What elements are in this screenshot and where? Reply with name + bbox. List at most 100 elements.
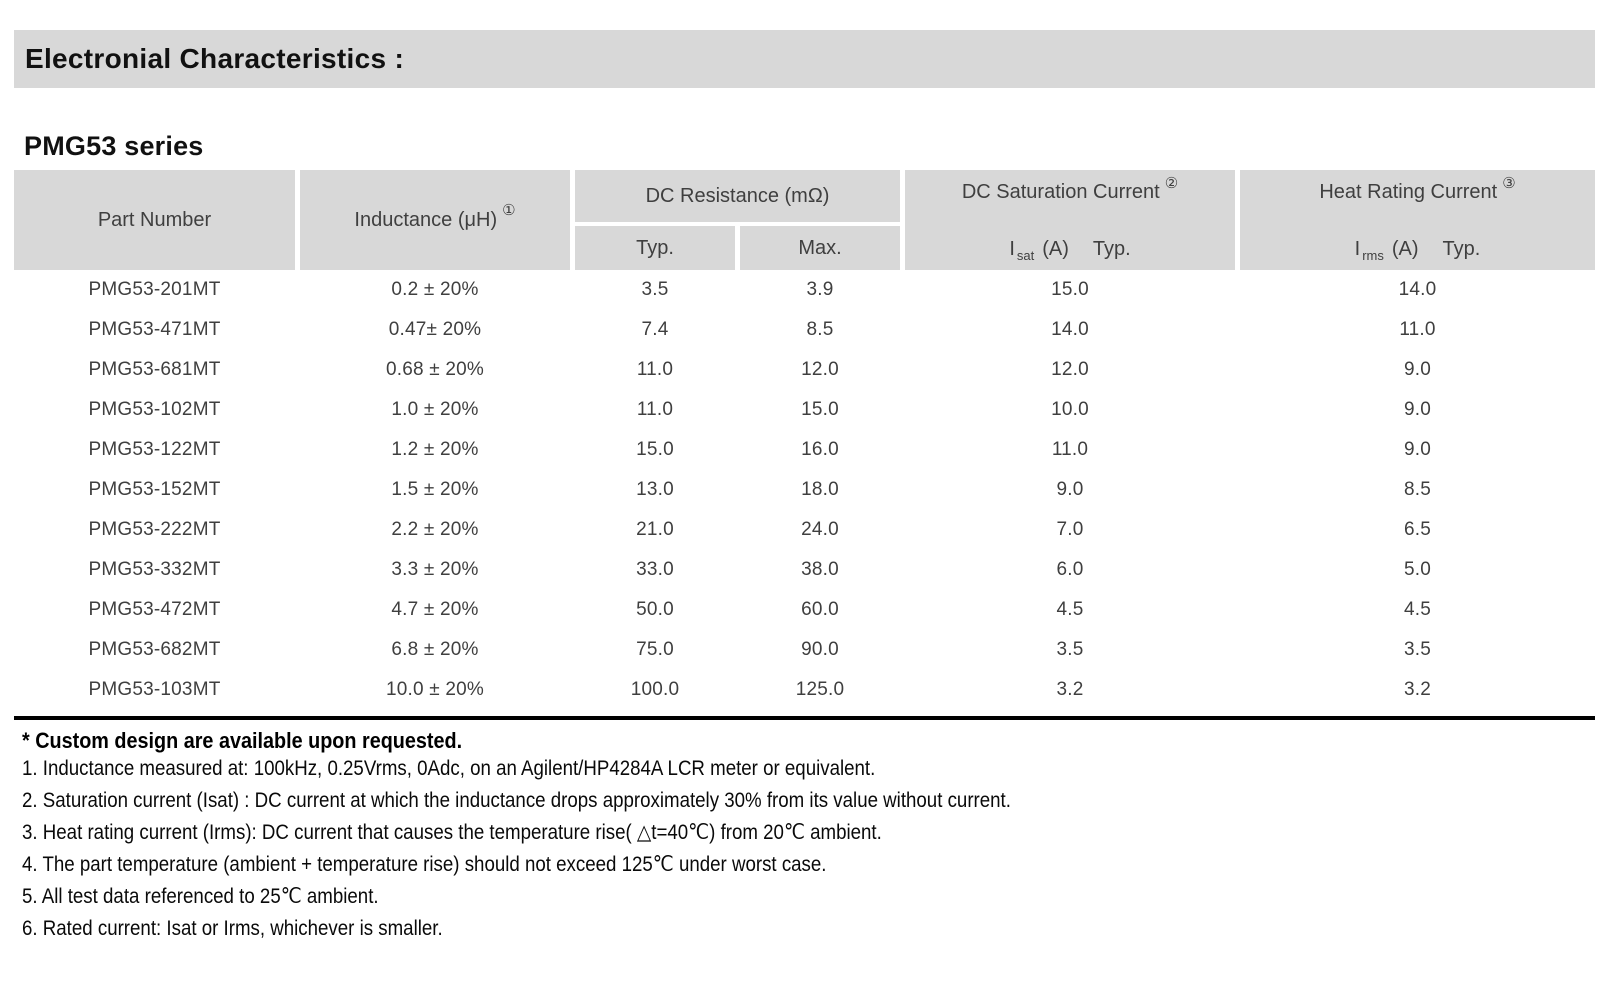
table-row: PMG53-201MT 0.2 ± 20% 3.5 3.9 15.0 14.0 bbox=[14, 270, 1595, 310]
irms-unit: (A) bbox=[1391, 238, 1419, 260]
table-cell: PMG53-332MT bbox=[88, 559, 221, 580]
table-cell: 6.5 bbox=[1403, 519, 1431, 540]
header-dcr-max: Max. bbox=[740, 226, 900, 270]
table-row: PMG53-102MT 1.0 ± 20% 11.0 15.0 10.0 9.0 bbox=[14, 390, 1595, 430]
header-heat-rating-label: Heat Rating Current bbox=[1319, 181, 1498, 203]
table-cell: 8.5 bbox=[806, 319, 834, 340]
header-heat-rating-title: Heat Rating Current ③ bbox=[1319, 175, 1515, 204]
footnote-line: 4. The part temperature (ambient + tempe… bbox=[22, 853, 827, 876]
section-title-bar: Electronial Characteristics : bbox=[14, 30, 1595, 88]
table-cell: 1.0 ± 20% bbox=[391, 399, 479, 420]
table-cell: 6.0 bbox=[1056, 559, 1084, 580]
table-bottom-rule bbox=[14, 716, 1595, 720]
footnote-line: 1. Inductance measured at: 100kHz, 0.25V… bbox=[22, 757, 876, 780]
table-cell: 8.5 bbox=[1403, 479, 1431, 500]
footnote-line: 2. Saturation current (Isat) : DC curren… bbox=[22, 789, 1011, 812]
table-cell: PMG53-471MT bbox=[88, 319, 221, 340]
table-cell: 33.0 bbox=[636, 559, 674, 580]
table-cell: 11.0 bbox=[1399, 319, 1436, 340]
table-row: PMG53-103MT 10.0 ± 20% 100.0 125.0 3.2 3.2 bbox=[14, 670, 1595, 710]
table-cell: 16.0 bbox=[801, 439, 839, 460]
table-cell: 100.0 bbox=[630, 679, 680, 700]
header-part-number: Part Number bbox=[14, 170, 295, 270]
series-title: PMG53 series bbox=[24, 131, 204, 161]
table-cell: 10.0 bbox=[1051, 399, 1089, 420]
table-cell: 4.5 bbox=[1056, 599, 1084, 620]
table-cell: 4.7 ± 20% bbox=[391, 599, 479, 620]
table-row: PMG53-471MT 0.47± 20% 7.4 8.5 14.0 11.0 bbox=[14, 310, 1595, 350]
table-cell: 24.0 bbox=[801, 519, 839, 540]
header-dc-saturation-title: DC Saturation Current ② bbox=[961, 175, 1178, 204]
table-cell: PMG53-152MT bbox=[88, 479, 221, 500]
table-row: PMG53-682MT 6.8 ± 20% 75.0 90.0 3.5 3.5 bbox=[14, 630, 1595, 670]
table-cell: 3.2 bbox=[1403, 679, 1431, 700]
table-cell: 21.0 bbox=[636, 519, 674, 540]
table-header: Part Number Inductance (μH) ① DC Resista… bbox=[14, 170, 1595, 270]
header-dc-resistance: DC Resistance (mΩ) bbox=[575, 170, 900, 222]
table-cell: PMG53-681MT bbox=[88, 359, 221, 380]
table-cell: 75.0 bbox=[636, 639, 674, 660]
footnote-ref-2-icon: ② bbox=[1164, 174, 1179, 192]
footnotes-list: 1. Inductance measured at: 100kHz, 0.25V… bbox=[22, 753, 1582, 945]
table-cell: 0.2 ± 20% bbox=[391, 279, 479, 300]
footnote-line: 3. Heat rating current (Irms): DC curren… bbox=[22, 821, 882, 844]
table-cell: 4.5 bbox=[1403, 599, 1431, 620]
table-cell: 18.0 bbox=[801, 479, 839, 500]
header-inductance: Inductance (μH) ① bbox=[300, 170, 570, 270]
table-cell: 5.0 bbox=[1403, 559, 1431, 580]
table-cell: 7.4 bbox=[641, 319, 669, 340]
table-body: PMG53-201MT 0.2 ± 20% 3.5 3.9 15.0 14.0 PMG53-… bbox=[14, 270, 1595, 710]
section-title: Electronial Characteristics : bbox=[25, 43, 405, 74]
table-cell: 38.0 bbox=[801, 559, 839, 580]
characteristics-table: Part Number Inductance (μH) ① DC Resista… bbox=[14, 170, 1595, 710]
table-cell: 3.9 bbox=[806, 279, 834, 300]
table-cell: 15.0 bbox=[636, 439, 674, 460]
table-cell: 9.0 bbox=[1056, 479, 1084, 500]
table-cell: 0.68 ± 20% bbox=[386, 359, 484, 380]
footnote-ref-3-icon: ③ bbox=[1502, 174, 1516, 192]
isat-unit: (A) bbox=[1042, 238, 1069, 260]
table-cell: 3.2 bbox=[1056, 679, 1084, 700]
table-cell: 1.2 ± 20% bbox=[391, 439, 479, 460]
table-row: PMG53-152MT 1.5 ± 20% 13.0 18.0 9.0 8.5 bbox=[14, 470, 1595, 510]
table-cell: PMG53-472MT bbox=[88, 599, 221, 620]
table-cell: 3.3 ± 20% bbox=[391, 559, 479, 580]
table-cell: 10.0 ± 20% bbox=[386, 679, 484, 700]
irms-subscript: rms bbox=[1362, 248, 1384, 263]
table-cell: PMG53-102MT bbox=[88, 399, 221, 420]
header-dc-saturation-label: DC Saturation Current bbox=[961, 181, 1160, 203]
table-cell: 11.0 bbox=[636, 359, 674, 380]
table-cell: 90.0 bbox=[801, 639, 839, 660]
table-cell: 12.0 bbox=[801, 359, 839, 380]
table-row: PMG53-472MT 4.7 ± 20% 50.0 60.0 4.5 4.5 bbox=[14, 590, 1595, 630]
table-cell: 50.0 bbox=[636, 599, 674, 620]
table-cell: 14.0 bbox=[1398, 279, 1437, 300]
table-cell: 11.0 bbox=[636, 399, 674, 420]
table-cell: PMG53-103MT bbox=[88, 679, 221, 700]
table-cell: 3.5 bbox=[641, 279, 669, 300]
table-cell: 13.0 bbox=[636, 479, 674, 500]
footnote-ref-1-icon: ① bbox=[502, 202, 516, 219]
table-cell: 60.0 bbox=[801, 599, 839, 620]
table-cell: 12.0 bbox=[1051, 359, 1089, 380]
isat-typ: Typ. bbox=[1092, 238, 1131, 260]
table-row: PMG53-122MT 1.2 ± 20% 15.0 16.0 11.0 9.0 bbox=[14, 430, 1595, 470]
table-cell: 14.0 bbox=[1051, 319, 1089, 340]
table-cell: 9.0 bbox=[1403, 399, 1431, 420]
table-row: PMG53-681MT 0.68 ± 20% 11.0 12.0 12.0 9.0 bbox=[14, 350, 1595, 390]
table-cell: 9.0 bbox=[1403, 359, 1431, 380]
table-cell: 125.0 bbox=[795, 679, 845, 700]
table-cell: 2.2 ± 20% bbox=[391, 519, 479, 540]
table-cell: PMG53-201MT bbox=[88, 279, 221, 300]
table-cell: PMG53-222MT bbox=[88, 519, 221, 540]
table-cell: 3.5 bbox=[1056, 639, 1084, 660]
isat-subscript: sat bbox=[1016, 248, 1035, 263]
footnote-line: 6. Rated current: Isat or Irms, whicheve… bbox=[22, 917, 443, 940]
footnote-line: 5. All test data referenced to 25℃ ambie… bbox=[22, 885, 379, 908]
table-cell: 7.0 bbox=[1056, 519, 1084, 540]
